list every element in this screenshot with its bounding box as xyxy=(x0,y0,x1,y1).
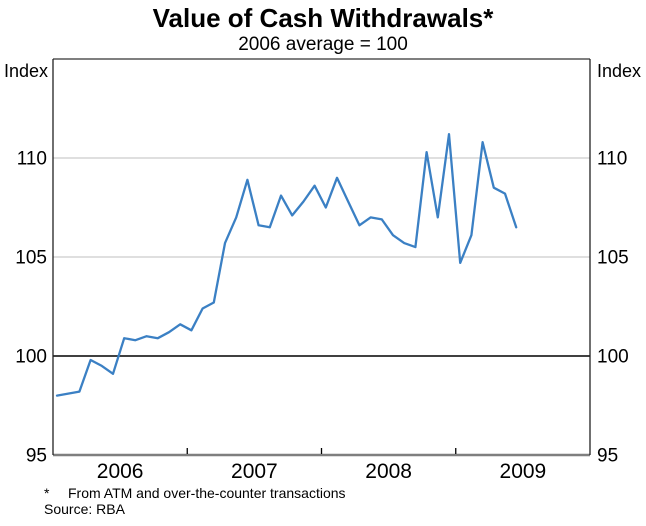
y-tick-label-left-105: 105 xyxy=(15,247,47,268)
x-year-label-2008: 2008 xyxy=(365,460,412,483)
x-year-label-2006: 2006 xyxy=(97,460,144,483)
footnote: * From ATM and over-the-counter transact… xyxy=(44,485,346,501)
y-tick-label-right-110: 110 xyxy=(597,148,627,169)
y-tick-label-right-95: 95 xyxy=(597,445,618,466)
y-tick-label-left-100: 100 xyxy=(15,346,47,367)
y-axis-unit-label-left: Index xyxy=(3,61,48,81)
data-line-0 xyxy=(55,133,518,397)
y-axis-unit-label-right: Index xyxy=(597,61,642,81)
chart-subtitle: 2006 average = 100 xyxy=(238,34,408,55)
y-tick-label-left-95: 95 xyxy=(26,445,47,466)
footnote-marker: * xyxy=(44,485,50,501)
x-year-label-2007: 2007 xyxy=(231,460,278,483)
footnote-text: From ATM and over-the-counter transactio… xyxy=(68,485,346,501)
x-year-label-2009: 2009 xyxy=(500,460,547,483)
y-tick-label-right-100: 100 xyxy=(597,346,629,367)
chart-title: Value of Cash Withdrawals* xyxy=(152,3,494,33)
y-tick-label-left-110: 110 xyxy=(17,148,47,169)
source-note: Source: RBA xyxy=(44,501,125,517)
y-tick-label-right-105: 105 xyxy=(597,247,629,268)
